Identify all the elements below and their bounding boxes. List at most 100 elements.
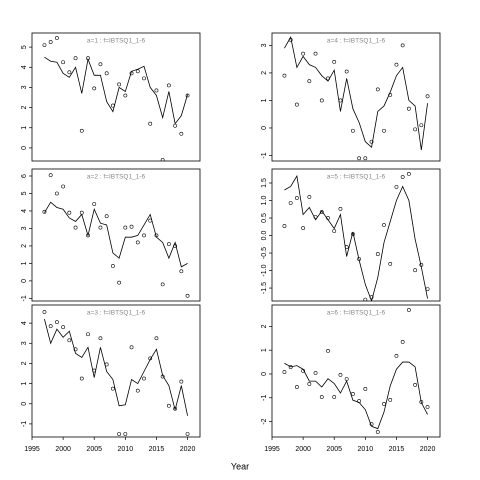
panel: a=4 : f=IBTSQ1_1-6 -1 0 1 2 3	[261, 32, 441, 162]
point	[86, 332, 90, 337]
y-tick-label: 0	[21, 146, 28, 150]
panel: a=5 : f=IBTSQ1_1-6 -1.5 -1.0 -0.5 0.0 0.5 1.0 1…	[261, 168, 441, 302]
point	[319, 395, 324, 399]
y-tick-label: -1	[21, 295, 28, 301]
plot-area	[282, 172, 430, 301]
y-tick-label: 5	[21, 191, 28, 195]
point	[98, 336, 103, 341]
point	[61, 325, 66, 330]
point	[123, 93, 128, 98]
point	[394, 353, 399, 358]
point	[92, 202, 97, 206]
y-tick-label: 3	[261, 43, 268, 47]
point	[54, 191, 59, 196]
point	[388, 261, 393, 266]
y-tick-label: 1	[21, 261, 28, 265]
panel: a=1 : f=IBTSQ1_1-6 0 1 2 3 4 5	[21, 32, 201, 162]
y-tick-label: -1	[261, 395, 268, 401]
point	[394, 184, 399, 189]
x-tick-label: 2015	[389, 446, 405, 453]
point	[73, 347, 78, 352]
panel-frame	[31, 304, 201, 438]
point	[179, 269, 184, 274]
point	[382, 402, 386, 406]
point	[294, 196, 299, 200]
point	[67, 210, 72, 215]
point	[288, 365, 293, 369]
point	[98, 225, 103, 230]
panel: a=3 : f=IBTSQ1_1-6 -1 0 1 2 3 4 1995 2000 2005 201…	[21, 304, 201, 453]
point	[425, 405, 430, 409]
y-tick-label: 0	[261, 372, 268, 376]
point	[117, 280, 122, 285]
panel: a=6 : f=IBTSQ1_1-6 -2 -1 0 1 2 1995 2000 2005 201…	[261, 304, 441, 453]
point	[79, 128, 84, 133]
point	[61, 184, 66, 189]
x-tick-label: 2000	[295, 446, 311, 453]
y-tick-label: 3	[21, 226, 28, 230]
y-tick-label: -1.0	[261, 264, 268, 276]
point	[61, 60, 66, 65]
point	[400, 175, 405, 179]
y-tick-label: 1	[21, 382, 28, 386]
point	[406, 106, 411, 111]
point	[73, 56, 78, 61]
point	[394, 62, 399, 67]
point	[110, 386, 115, 391]
y-tick-label: 4	[21, 65, 28, 69]
point	[142, 376, 146, 381]
point	[117, 432, 122, 436]
y-tick-label: 0	[21, 279, 28, 283]
point	[104, 71, 109, 76]
point	[129, 224, 134, 229]
point	[185, 432, 190, 436]
point	[313, 371, 318, 375]
point	[301, 226, 306, 231]
point	[375, 87, 380, 92]
x-tick-label: 2005	[326, 446, 342, 453]
point	[179, 131, 184, 136]
point	[73, 225, 78, 230]
point	[160, 282, 165, 287]
x-tick-label: 2020	[180, 446, 196, 453]
y-tick-label: 0	[21, 402, 28, 406]
point	[98, 62, 103, 67]
point	[142, 233, 146, 238]
y-tick-label: 0	[261, 126, 268, 130]
point	[350, 128, 355, 133]
point	[48, 173, 53, 178]
point	[406, 172, 411, 176]
panel-title: a=6 : f=IBTSQ1_1-6	[327, 310, 386, 317]
plot-area	[282, 36, 430, 161]
point	[179, 379, 184, 384]
point	[319, 98, 324, 103]
y-tick-label: 1.0	[261, 196, 268, 206]
point	[388, 397, 393, 402]
point	[92, 86, 97, 91]
x-tick-label: 2020	[420, 446, 436, 453]
point	[326, 349, 330, 353]
panel-title: a=5 : f=IBTSQ1_1-6	[327, 174, 386, 181]
y-tick-label: -0.5	[261, 247, 268, 259]
plot-area	[42, 310, 190, 436]
point	[382, 128, 386, 133]
point	[363, 156, 368, 161]
plot-area	[42, 36, 190, 161]
point	[142, 76, 146, 81]
point	[332, 395, 337, 399]
x-tick-label: 2010	[118, 446, 134, 453]
x-tick-label: 1995	[24, 446, 40, 453]
x-tick-label: 2015	[149, 446, 165, 453]
point	[110, 264, 115, 268]
plot-area	[42, 173, 190, 298]
panel-frame	[271, 304, 441, 438]
point	[307, 79, 312, 84]
point	[154, 336, 159, 341]
point	[357, 156, 362, 161]
point	[369, 139, 374, 144]
point	[48, 40, 53, 44]
fit-line	[284, 361, 428, 430]
point	[54, 320, 59, 325]
point	[67, 338, 72, 343]
point	[135, 388, 140, 393]
